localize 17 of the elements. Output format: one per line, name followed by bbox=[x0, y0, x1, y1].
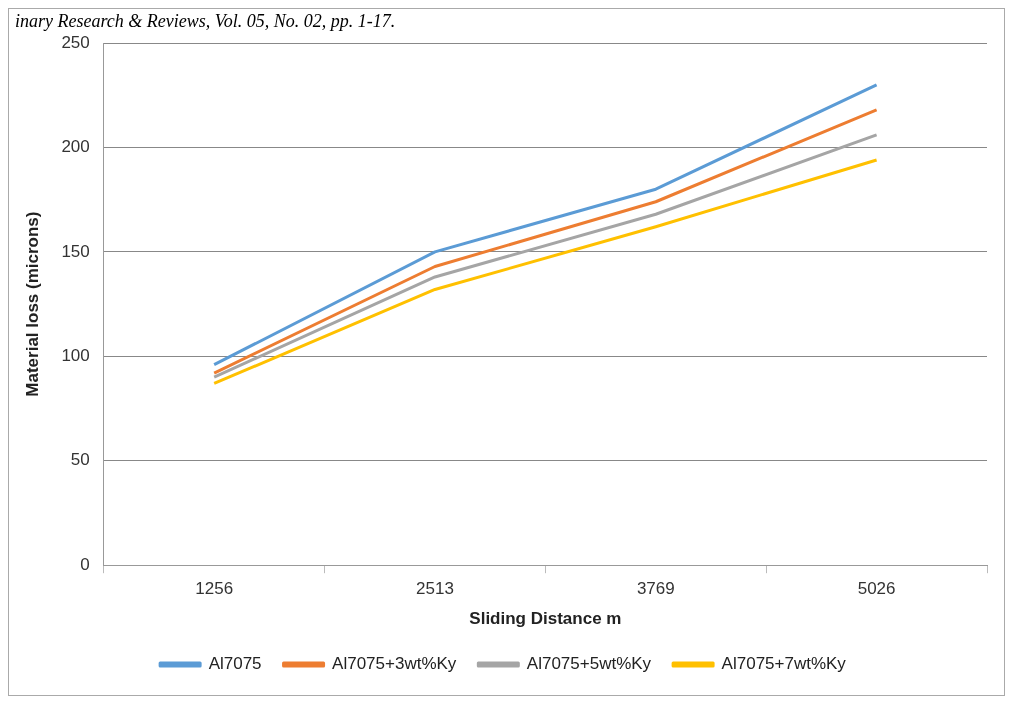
y-tick-label: 150 bbox=[61, 241, 90, 261]
x-axis-title: Sliding Distance m bbox=[469, 609, 622, 629]
x-tick-label: 3769 bbox=[636, 579, 675, 599]
x-tick-label: 5026 bbox=[857, 579, 896, 599]
y-axis-title: Material loss (microns) bbox=[22, 211, 42, 397]
x-tick-label: 2513 bbox=[416, 579, 454, 599]
legend-label: Al7075+3wt%Ky bbox=[332, 654, 457, 674]
y-tick-label: 0 bbox=[80, 554, 90, 574]
x-tick-label: 1256 bbox=[195, 579, 234, 599]
legend-label: Al7075+5wt%Ky bbox=[526, 654, 652, 674]
y-tick-label: 100 bbox=[61, 346, 90, 366]
legend-label: Al7075 bbox=[208, 654, 262, 674]
y-tick-label: 200 bbox=[61, 137, 90, 157]
legend-label: Al7075+7wt%Ky bbox=[721, 654, 847, 674]
y-tick-label: 250 bbox=[61, 32, 90, 52]
y-tick-label: 50 bbox=[70, 450, 90, 470]
text: inary Research & Reviews, Vol. 05, No. 02, pp. 1-17. bbox=[15, 11, 396, 32]
